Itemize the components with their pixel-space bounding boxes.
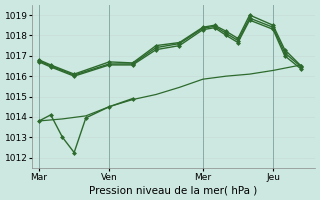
X-axis label: Pression niveau de la mer( hPa ): Pression niveau de la mer( hPa ) (90, 185, 258, 195)
